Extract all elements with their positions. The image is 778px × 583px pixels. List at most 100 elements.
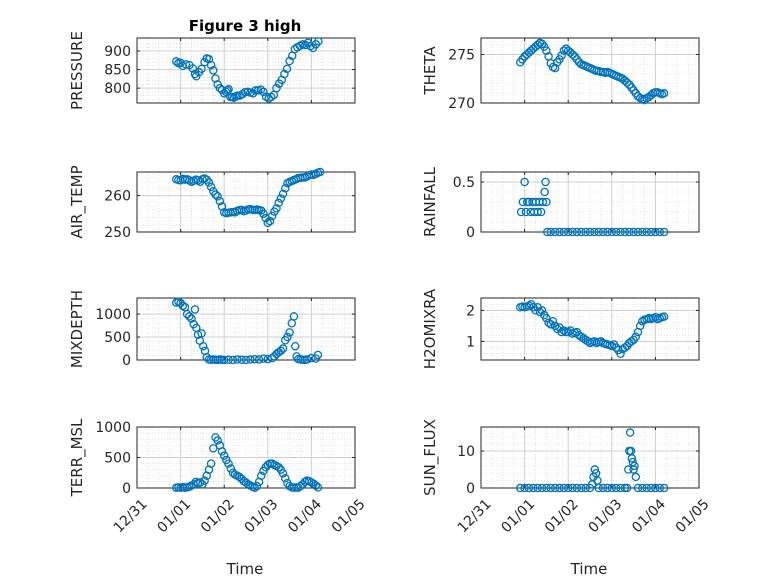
data-point [215,83,225,93]
y-tick-label: 1000 [95,420,131,436]
data-point [224,85,233,94]
data-point [529,483,538,493]
data-point [533,207,542,217]
data-point [563,483,573,493]
data-point [287,319,297,328]
data-point [622,78,632,87]
data-point [235,472,244,482]
data-point [233,355,242,364]
data-point [524,483,534,493]
data-point [521,207,531,217]
data-point [550,483,560,493]
y-axis-label: MIXDEPTH [68,290,86,368]
x-tick-label: 01/04 [629,496,669,536]
data-point [296,481,305,491]
y-tick-label: 1000 [95,307,131,323]
data-point [200,476,209,485]
data-point [627,337,636,346]
data-point [559,326,569,335]
axes-box [480,297,700,361]
data-point [252,481,262,491]
data-point [557,327,566,337]
x-axis-label-right: Time [570,560,608,578]
data-point [267,92,276,102]
data-point [520,177,529,187]
data-point [182,309,192,319]
data-point [282,64,292,74]
data-point [620,227,630,237]
figure-title: Figure 3 high [189,17,302,35]
x-axis-label-left: Time [226,560,264,578]
data-point [301,40,310,50]
data-point [546,227,556,237]
data-point [598,483,608,493]
data-point [285,56,294,66]
data-point [572,483,582,493]
data-point [611,483,621,493]
data-point [217,202,227,211]
data-point [659,227,669,237]
data-point [228,355,238,365]
data-point [622,483,632,493]
data-point [642,483,651,493]
data-point [548,316,558,326]
y-tick-label: 270 [448,96,475,112]
data-point [197,64,206,74]
y-axis-label: SUN_FLUX [421,419,440,496]
data-point [631,332,641,341]
data-point [620,343,630,352]
data-point [226,464,235,473]
data-point [655,227,665,237]
data-point [542,483,551,493]
data-point [280,69,289,79]
data-point [276,346,286,356]
data-point [659,312,669,321]
data-point [185,312,194,321]
data-point [550,227,560,237]
axes-box [480,171,700,233]
x-tick-label: 12/31 [455,496,495,536]
x-tick-label: 01/03 [586,496,626,536]
data-point [590,337,599,346]
data-point [267,211,277,221]
data-point [642,227,651,237]
y-axis-label: TERR_MSL [68,418,87,497]
data-point [181,60,191,69]
data-point [307,353,316,363]
data-point [594,227,603,237]
data-point [607,341,617,351]
data-point [257,471,266,481]
data-point [651,483,660,493]
data-point [291,341,300,351]
data-point [206,182,216,192]
data-point [542,313,551,323]
data-point [197,329,206,338]
data-point [568,483,577,493]
data-point [638,227,647,237]
data-point [646,483,656,493]
y-tick-label: 800 [104,81,131,97]
data-point [559,483,569,493]
data-point [659,483,669,493]
data-point [568,227,577,237]
y-tick-label: 900 [104,44,131,60]
axes-box [480,37,700,104]
data-point [311,481,321,490]
data-point [246,355,255,364]
data-point [263,218,273,228]
data-point [187,314,196,323]
data-point [524,48,534,57]
data-point [518,197,528,207]
data-point [577,227,586,237]
data-point [594,483,603,493]
data-point [529,44,538,53]
x-tick-label: 01/01 [154,496,194,536]
data-point [278,469,288,478]
data-point [563,227,573,237]
data-point [555,483,564,493]
data-point [516,207,526,217]
data-point [515,483,525,493]
axes-box [136,37,356,104]
y-tick-label: 10 [457,444,475,460]
data-point [568,50,577,59]
